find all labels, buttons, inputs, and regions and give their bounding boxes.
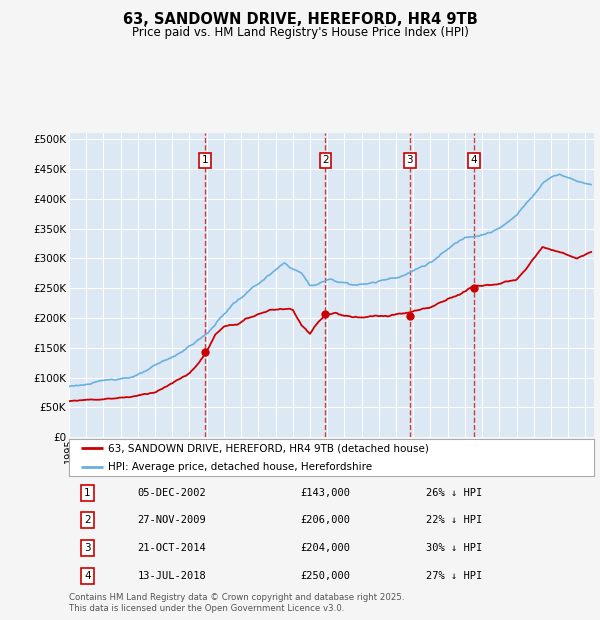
Text: 63, SANDOWN DRIVE, HEREFORD, HR4 9TB (detached house): 63, SANDOWN DRIVE, HEREFORD, HR4 9TB (de…: [109, 443, 429, 453]
Text: 3: 3: [407, 155, 413, 165]
Text: HPI: Average price, detached house, Herefordshire: HPI: Average price, detached house, Here…: [109, 462, 373, 472]
Text: 21-OCT-2014: 21-OCT-2014: [137, 543, 206, 553]
Text: Price paid vs. HM Land Registry's House Price Index (HPI): Price paid vs. HM Land Registry's House …: [131, 26, 469, 39]
Text: 2: 2: [84, 515, 91, 525]
Text: 1: 1: [84, 488, 91, 498]
Text: 05-DEC-2002: 05-DEC-2002: [137, 488, 206, 498]
Text: 4: 4: [471, 155, 478, 165]
Text: £250,000: £250,000: [300, 571, 350, 581]
Text: 1: 1: [202, 155, 209, 165]
Text: 13-JUL-2018: 13-JUL-2018: [137, 571, 206, 581]
Text: £204,000: £204,000: [300, 543, 350, 553]
Text: 2: 2: [322, 155, 329, 165]
Text: 4: 4: [84, 571, 91, 581]
Text: Contains HM Land Registry data © Crown copyright and database right 2025.
This d: Contains HM Land Registry data © Crown c…: [69, 593, 404, 613]
Text: 22% ↓ HPI: 22% ↓ HPI: [426, 515, 482, 525]
Text: 63, SANDOWN DRIVE, HEREFORD, HR4 9TB: 63, SANDOWN DRIVE, HEREFORD, HR4 9TB: [122, 12, 478, 27]
Text: £143,000: £143,000: [300, 488, 350, 498]
Text: 26% ↓ HPI: 26% ↓ HPI: [426, 488, 482, 498]
Text: 3: 3: [84, 543, 91, 553]
Text: 27% ↓ HPI: 27% ↓ HPI: [426, 571, 482, 581]
Text: 30% ↓ HPI: 30% ↓ HPI: [426, 543, 482, 553]
Text: £206,000: £206,000: [300, 515, 350, 525]
Text: 27-NOV-2009: 27-NOV-2009: [137, 515, 206, 525]
